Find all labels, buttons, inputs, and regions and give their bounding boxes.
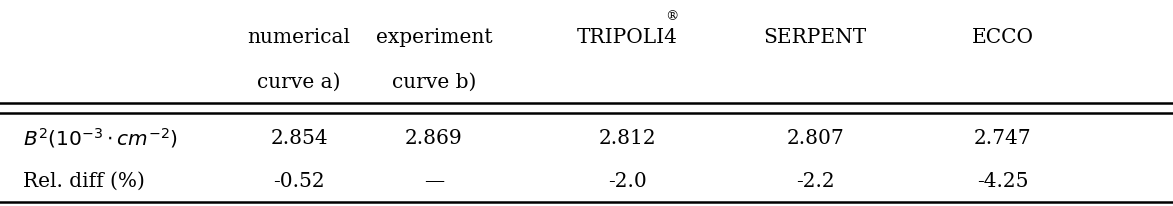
Text: ®: ® [665,10,679,23]
Text: -2.0: -2.0 [608,172,647,191]
Text: —: — [423,172,445,191]
Text: Rel. diff (%): Rel. diff (%) [23,172,145,191]
Text: -0.52: -0.52 [273,172,325,191]
Text: ECCO: ECCO [972,28,1033,47]
Text: numerical: numerical [248,28,351,47]
Text: SERPENT: SERPENT [764,28,867,47]
Text: 2.747: 2.747 [974,129,1032,147]
Text: -2.2: -2.2 [796,172,834,191]
Text: experiment: experiment [375,28,493,47]
Text: $B^2(10^{-3}\cdot cm^{-2})$: $B^2(10^{-3}\cdot cm^{-2})$ [23,126,178,150]
Text: 2.807: 2.807 [786,129,845,147]
Text: TRIPOLI4: TRIPOLI4 [577,28,678,47]
Text: 2.869: 2.869 [405,129,463,147]
Text: -4.25: -4.25 [977,172,1029,191]
Text: curve a): curve a) [257,73,341,92]
Text: curve b): curve b) [392,73,476,92]
Text: 2.812: 2.812 [598,129,657,147]
Text: 2.854: 2.854 [270,129,328,147]
